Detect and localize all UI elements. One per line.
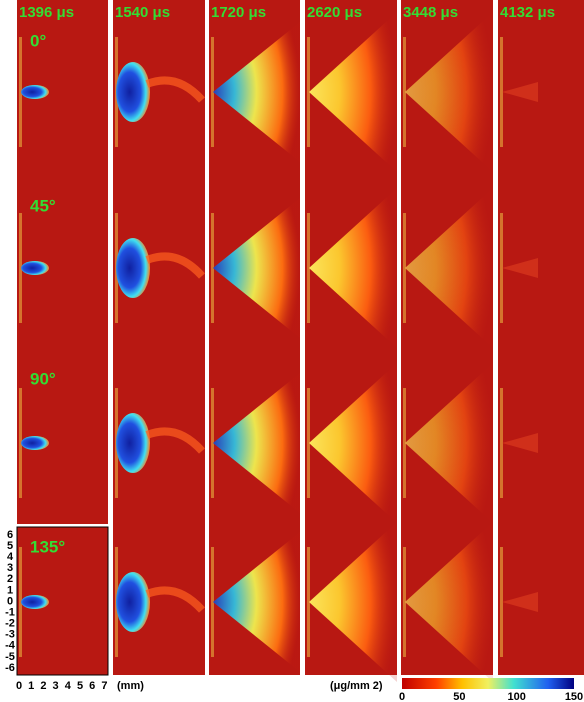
column-header: 2620 μs [307,4,362,21]
angle-label: 45° [30,196,56,215]
colorbar-tick-label: 0 [399,691,405,702]
colorbar-label: (μg/mm 2) [330,680,383,692]
panel [17,0,108,675]
spray [116,413,150,473]
spray [21,436,49,450]
column-header: 1396 μs [19,4,74,21]
colorbar-tick-label: 150 [565,691,583,702]
colorbar-tick-label: 100 [507,691,525,702]
x-tick-label: 0 [16,680,22,692]
spray [116,572,150,632]
x-tick-label: 5 [77,680,83,692]
x-tick-label: 4 [65,680,72,692]
spray [21,85,49,99]
x-tick-label: 7 [101,680,107,692]
angle-label: 90° [30,369,56,388]
x-tick-label: 2 [40,680,46,692]
figure: 1396 μs 1540 μs 1720 μs 2620 μs 3448 μs 4132 … [0,0,584,702]
spray [116,62,150,122]
x-tick-label: 1 [28,680,34,692]
spray [21,261,49,275]
panels [17,0,584,682]
column-header: 1540 μs [115,4,170,21]
x-tick-label: 6 [89,680,95,692]
colorbar [402,678,574,689]
column-header: 3448 μs [403,4,458,21]
spray [21,595,49,609]
column-header: 4132 μs [500,4,555,21]
spray [116,238,150,298]
angle-label: 135° [30,537,65,556]
colorbar-tick-label: 50 [453,691,465,702]
panel [498,0,584,675]
column-header: 1720 μs [211,4,266,21]
x-unit: (mm) [117,680,144,692]
y-tick-label: -6 [5,662,15,674]
x-tick-label: 3 [53,680,59,692]
angle-label: 0° [30,31,46,50]
